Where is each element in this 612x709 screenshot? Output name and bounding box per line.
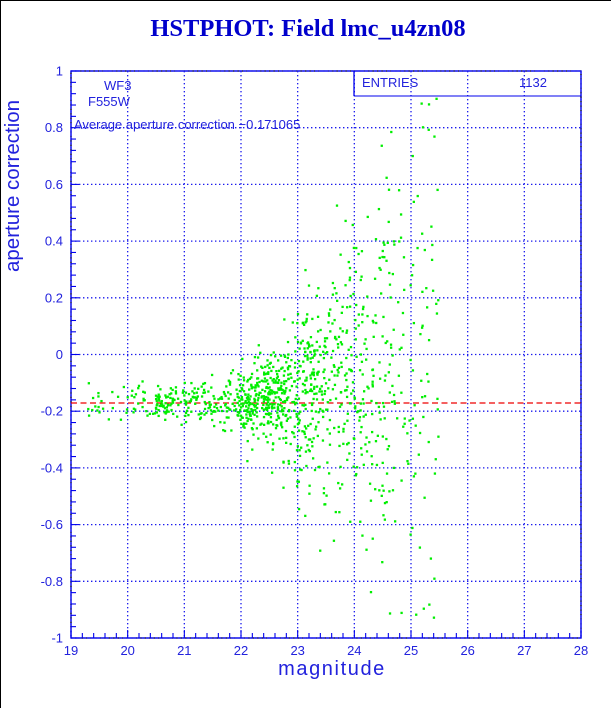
svg-text:22: 22 (234, 643, 248, 658)
svg-text:28: 28 (574, 643, 588, 658)
svg-text:-0.6: -0.6 (41, 517, 63, 532)
svg-text:23: 23 (290, 643, 304, 658)
svg-text:24: 24 (347, 643, 361, 658)
svg-text:0.8: 0.8 (45, 120, 63, 135)
svg-text:-0.4: -0.4 (41, 460, 63, 475)
svg-text:19: 19 (64, 643, 78, 658)
svg-text:0.6: 0.6 (45, 177, 63, 192)
svg-text:0.4: 0.4 (45, 234, 63, 249)
svg-text:-1: -1 (51, 631, 63, 646)
svg-text:0: 0 (56, 347, 63, 362)
svg-text:aperture correction: aperture correction (1, 100, 24, 272)
svg-text:1: 1 (56, 64, 63, 79)
svg-text:27: 27 (517, 643, 531, 658)
svg-text:0.2: 0.2 (45, 290, 63, 305)
svg-text:26: 26 (460, 643, 474, 658)
svg-text:-0.2: -0.2 (41, 404, 63, 419)
svg-text:25: 25 (404, 643, 418, 658)
svg-text:-0.8: -0.8 (41, 574, 63, 589)
svg-text:21: 21 (177, 643, 191, 658)
svg-text:20: 20 (120, 643, 134, 658)
